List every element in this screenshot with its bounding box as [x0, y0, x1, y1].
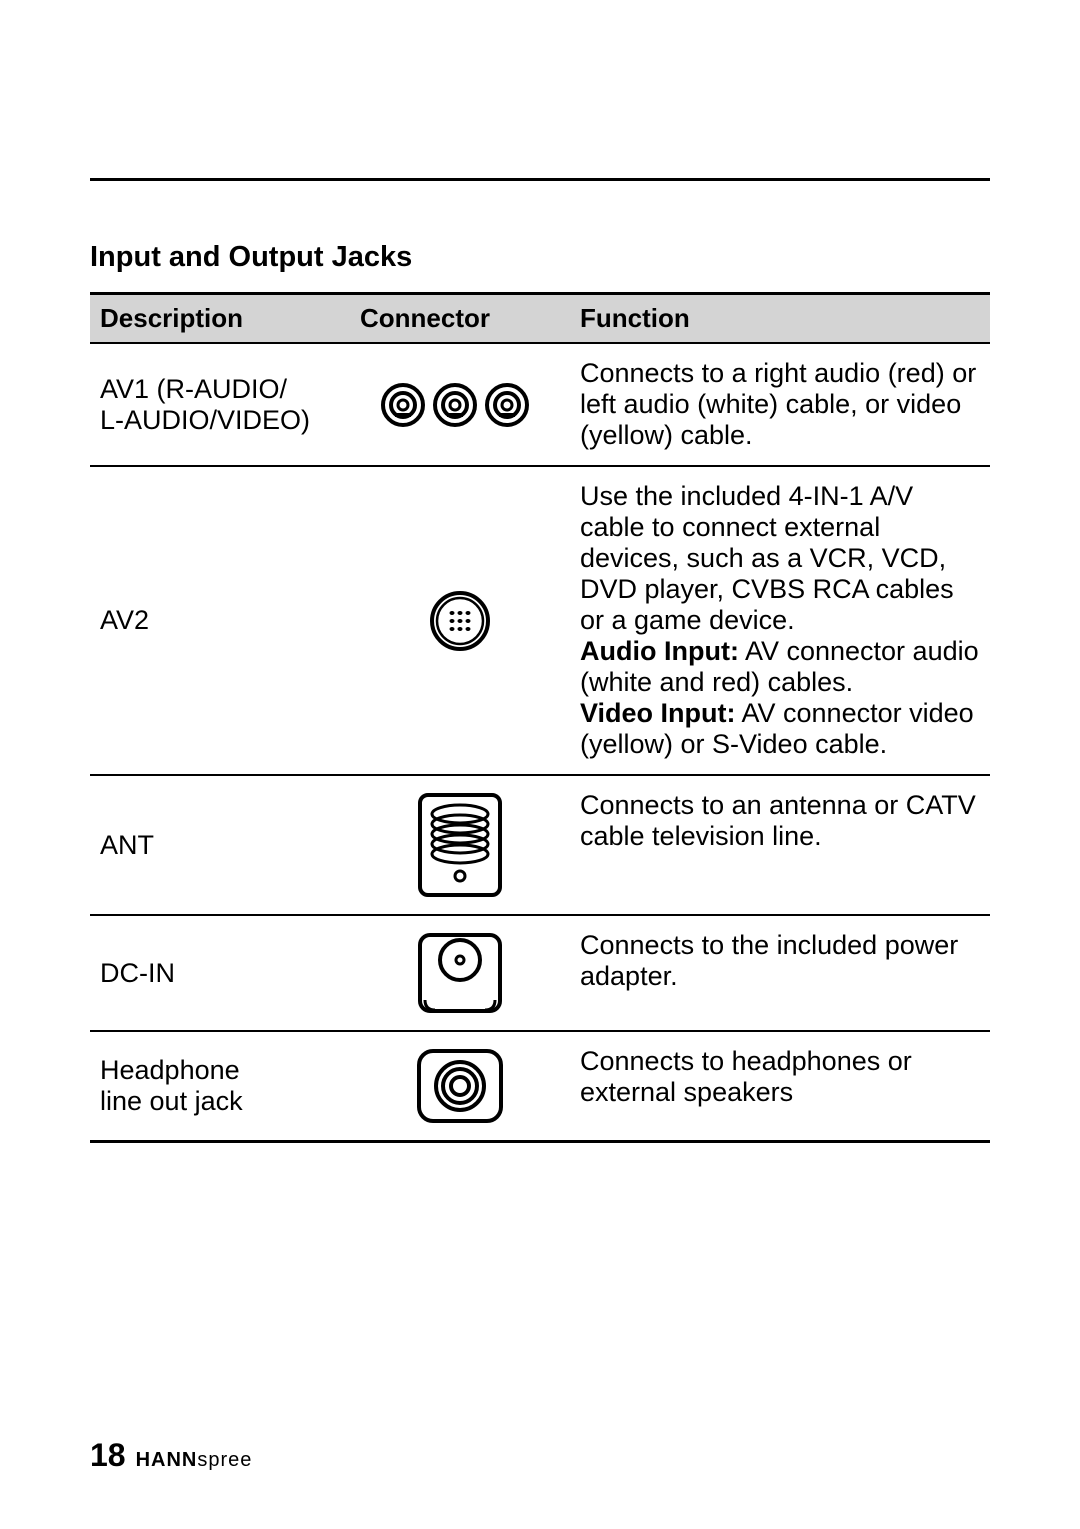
table-row-dcin: DC-IN Connects to the included power ada…: [90, 915, 990, 1031]
coax-icon: [415, 790, 505, 900]
av1-func-text: Connects to a right audio (red) or left …: [580, 358, 976, 450]
header-function: Function: [570, 294, 990, 344]
brand-bold: HANN: [136, 1449, 198, 1471]
headphone-description: Headphoneline out jack: [90, 1031, 350, 1142]
header-connector: Connector: [350, 294, 570, 344]
ant-func-text: Connects to an antenna or CATV cable tel…: [580, 790, 976, 851]
av1-connector: [350, 343, 570, 466]
header-description: Description: [90, 294, 350, 344]
table-row-ant: ANT Connects to an antenna or CATV cable…: [90, 775, 990, 915]
dcin-description: DC-IN: [90, 915, 350, 1031]
rca-triple-icon: [375, 377, 545, 433]
av2-description: AV2: [90, 466, 350, 775]
av2-desc-text: AV2: [100, 605, 149, 635]
headphone-function: Connects to headphones or external speak…: [570, 1031, 990, 1142]
av1-description: AV1 (R-AUDIO/L-AUDIO/VIDEO): [90, 343, 350, 466]
brand-logo: HANNspree: [136, 1449, 253, 1472]
dcin-func-text: Connects to the included power adapter.: [580, 930, 958, 991]
section-title: Input and Output Jacks: [90, 241, 990, 274]
brand-light: spree: [197, 1449, 252, 1471]
headphone-desc-text: Headphoneline out jack: [100, 1055, 243, 1116]
jacks-table: Description Connector Function AV1 (R-AU…: [90, 292, 990, 1143]
svideo-icon: [425, 586, 495, 656]
table-row-av2: AV2 Use the included 4-IN-1 A/V cable to…: [90, 466, 990, 775]
table-row-av1: AV1 (R-AUDIO/L-AUDIO/VIDEO) Connects to …: [90, 343, 990, 466]
av2-connector: [350, 466, 570, 775]
top-rule: [90, 178, 990, 181]
dcin-connector: [350, 915, 570, 1031]
dcin-desc-text: DC-IN: [100, 958, 175, 988]
ant-function: Connects to an antenna or CATV cable tel…: [570, 775, 990, 915]
dcin-function: Connects to the included power adapter.: [570, 915, 990, 1031]
dc-icon: [415, 930, 505, 1016]
table-row-headphone: Headphoneline out jack Connects to headp…: [90, 1031, 990, 1142]
av2-function: Use the included 4-IN-1 A/V cable to con…: [570, 466, 990, 775]
ant-description: ANT: [90, 775, 350, 915]
ant-connector: [350, 775, 570, 915]
headphone-jack-icon: [414, 1046, 506, 1126]
page-footer: 18 HANNspree: [90, 1437, 252, 1474]
av1-function: Connects to a right audio (red) or left …: [570, 343, 990, 466]
page-number: 18: [90, 1437, 126, 1474]
headphone-func-text: Connects to headphones or external speak…: [580, 1046, 912, 1107]
table-header-row: Description Connector Function: [90, 294, 990, 344]
ant-desc-text: ANT: [100, 830, 154, 860]
av1-desc-text: AV1 (R-AUDIO/L-AUDIO/VIDEO): [100, 374, 310, 435]
headphone-connector: [350, 1031, 570, 1142]
manual-page: Input and Output Jacks Description Conne…: [0, 0, 1080, 1529]
